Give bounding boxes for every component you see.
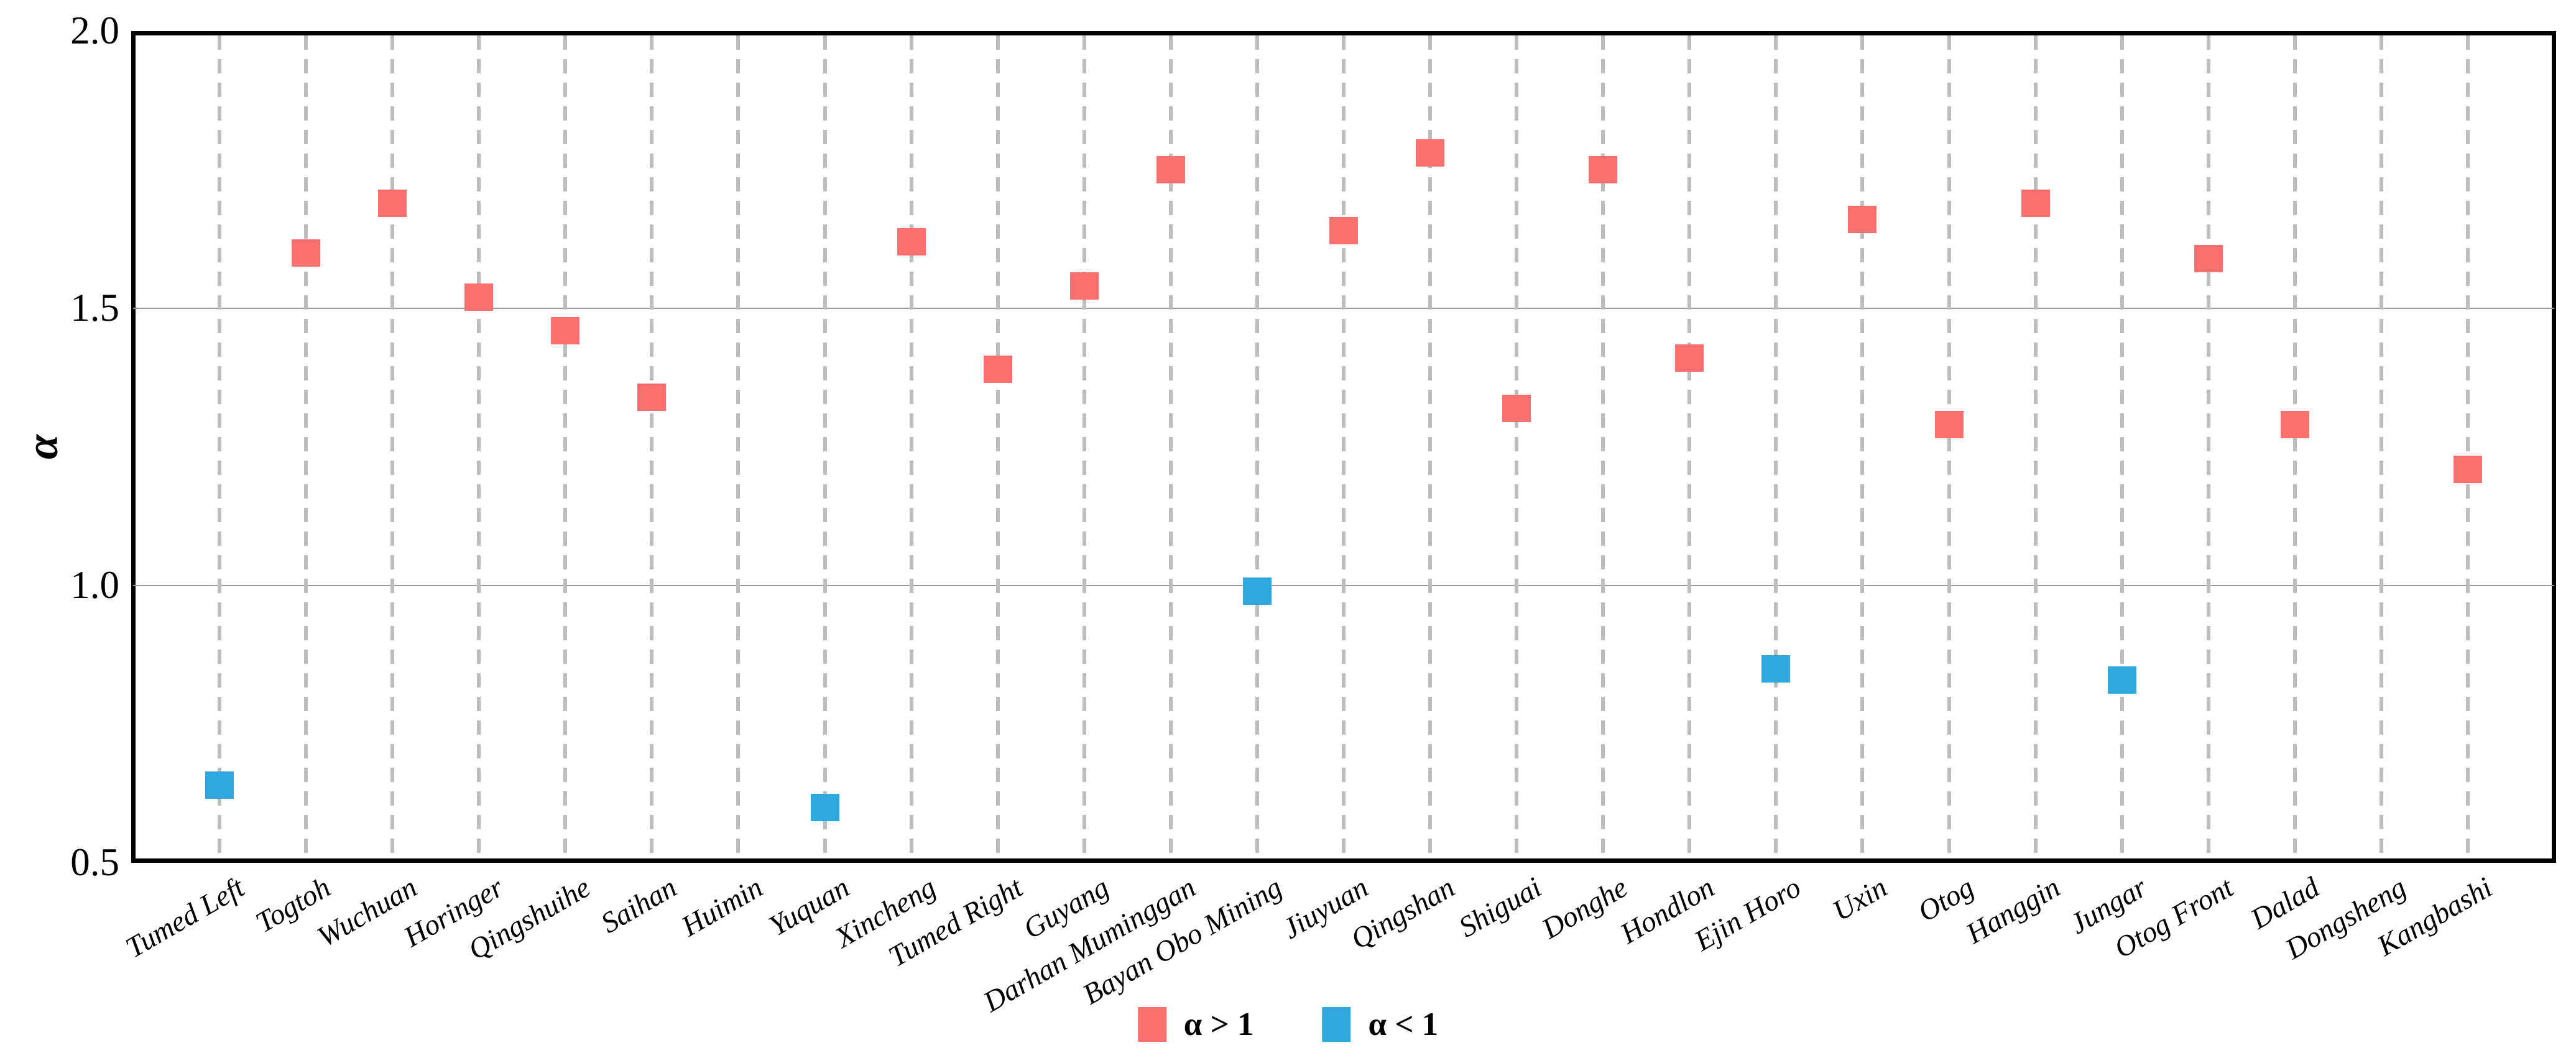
vertical-dashed-gridline	[2033, 35, 2038, 859]
y-tick-label-2.0: 2.0	[70, 9, 119, 52]
vertical-dashed-gridline	[1860, 35, 1865, 859]
data-point-marker	[2107, 666, 2136, 694]
data-point-marker	[983, 356, 1012, 384]
x-tick-label: Uxin	[1827, 871, 1893, 928]
vertical-dashed-gridline	[1515, 35, 1519, 859]
data-point-marker	[1934, 411, 1964, 439]
x-tick-label: Tumed Left	[120, 871, 250, 965]
legend: α > 1 α < 1	[1137, 1006, 1439, 1043]
vertical-dashed-gridline	[1774, 35, 1778, 859]
vertical-dashed-gridline	[1168, 35, 1173, 859]
data-point-marker	[378, 189, 407, 217]
vertical-dashed-gridline	[1947, 35, 1951, 859]
vertical-dashed-gridline	[736, 35, 741, 859]
vertical-dashed-gridline	[2120, 35, 2124, 859]
legend-swatch-icon	[1137, 1007, 1166, 1042]
data-point-marker	[2454, 455, 2482, 483]
data-point-marker	[1156, 156, 1185, 183]
vertical-dashed-gridline	[650, 35, 654, 859]
data-point-marker	[2280, 411, 2309, 439]
y-tick-label-0.5: 0.5	[70, 840, 119, 884]
legend-label: α > 1	[1183, 1006, 1254, 1042]
x-tick-label: Hanggin	[1960, 871, 2066, 950]
vertical-dashed-gridline	[1687, 35, 1692, 859]
y-axis-label: α	[17, 435, 67, 459]
x-tick-label: Donghe	[1536, 871, 1633, 945]
vertical-dashed-gridline	[995, 35, 1000, 859]
data-point-marker	[637, 383, 667, 411]
data-point-marker	[1069, 272, 1099, 300]
vertical-dashed-gridline	[563, 35, 568, 859]
data-point-marker	[2021, 189, 2050, 217]
data-point-marker	[292, 239, 321, 267]
data-point-marker	[551, 316, 580, 344]
data-point-marker	[1502, 394, 1531, 422]
x-tick-label: Huimin	[676, 871, 769, 943]
data-point-marker	[464, 283, 494, 311]
vertical-dashed-gridline	[390, 35, 395, 859]
vertical-dashed-gridline	[2466, 35, 2470, 859]
legend-entry: α < 1	[1322, 1006, 1439, 1043]
data-point-marker	[2194, 244, 2223, 272]
data-point-marker	[1675, 344, 1704, 372]
vertical-dashed-gridline	[304, 35, 308, 859]
vertical-dashed-gridline	[218, 35, 221, 859]
y-tick-label-1.5: 1.5	[70, 286, 119, 329]
y-tick-label-1.0: 1.0	[70, 563, 119, 607]
legend-label: α < 1	[1368, 1006, 1439, 1042]
vertical-dashed-gridline	[1601, 35, 1605, 859]
vertical-dashed-gridline	[909, 35, 913, 859]
vertical-dashed-gridline	[2206, 35, 2210, 859]
vertical-dashed-gridline	[2292, 35, 2297, 859]
data-point-marker	[810, 793, 839, 821]
data-point-marker	[1329, 217, 1358, 245]
vertical-dashed-gridline	[1428, 35, 1433, 859]
data-point-marker	[1242, 577, 1272, 605]
data-point-marker	[1416, 139, 1445, 167]
vertical-dashed-gridline	[2379, 35, 2383, 859]
x-tick-label: Wuchuan	[312, 871, 423, 954]
x-tick-label: Shiguai	[1453, 871, 1547, 944]
legend-entry: α > 1	[1137, 1006, 1254, 1043]
data-point-marker	[897, 228, 926, 255]
data-point-marker	[1761, 655, 1791, 683]
vertical-dashed-gridline	[477, 35, 481, 859]
vertical-dashed-gridline	[1255, 35, 1259, 859]
legend-swatch-icon	[1322, 1007, 1351, 1042]
data-point-marker	[205, 771, 234, 799]
vertical-dashed-gridline	[1082, 35, 1086, 859]
vertical-dashed-gridline	[1342, 35, 1346, 859]
vertical-dashed-gridline	[823, 35, 827, 859]
data-point-marker	[1848, 206, 1877, 234]
data-point-marker	[1589, 156, 1618, 183]
x-tick-label: Saihan	[595, 871, 682, 940]
